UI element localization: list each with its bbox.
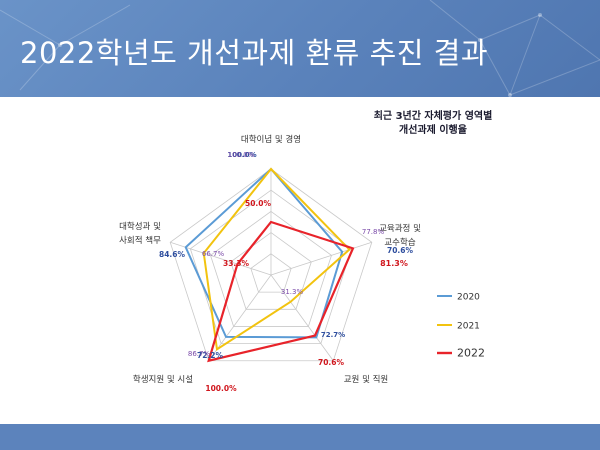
data-label: 77.8% — [362, 228, 385, 236]
data-label: 100.0% — [228, 151, 255, 159]
data-label: 31.3% — [281, 288, 304, 296]
series-line-2022 — [207, 220, 355, 363]
network-pattern — [0, 0, 600, 97]
grid-spoke — [270, 274, 334, 361]
data-label: 72.2% — [197, 351, 224, 360]
slide-title: 2022학년도 개선과제 환류 추진 결과 — [20, 36, 489, 70]
data-label: 66.7% — [202, 250, 225, 258]
data-label: 70.6% — [318, 358, 345, 367]
grid-ring — [210, 210, 332, 327]
data-label: 50.0% — [245, 199, 272, 208]
legend-label-2021: 2021 — [457, 322, 480, 332]
grid-spoke — [270, 241, 372, 276]
slide-header: 2022학년도 개선과제 환류 추진 결과 — [0, 0, 600, 97]
category-label: 대학이념 및 경영 — [241, 134, 301, 145]
data-label: 33.3% — [223, 259, 250, 268]
category-label: 학생지원 및 시설 — [133, 374, 193, 385]
category-label: 사회적 책무 — [119, 235, 161, 246]
series-line-2021 — [202, 167, 351, 352]
legend-label-2020: 2020 — [457, 293, 480, 303]
data-label: 100.0% — [205, 384, 237, 393]
data-label: 84.6% — [159, 250, 186, 259]
data-label: 70.6% — [387, 246, 414, 255]
data-label: 86.7% — [188, 350, 211, 358]
data-label: 72.7% — [321, 331, 345, 339]
data-label: 81.3% — [380, 259, 408, 268]
category-label: 교수학습 — [384, 237, 415, 248]
grid-ring — [169, 168, 373, 362]
series-line-2020 — [184, 167, 344, 339]
data-label: 100.0% — [227, 151, 256, 159]
category-label: 교원 및 직원 — [344, 374, 389, 385]
grid-ring — [250, 253, 292, 293]
category-label: 대학성과 및 — [119, 221, 161, 232]
grid-spoke — [208, 274, 272, 361]
category-label: 교육과정 및 — [379, 223, 421, 234]
legend-label-2022: 2022 — [457, 347, 485, 360]
chart-title-line-1: 최근 3년간 자체평가 영역별 — [373, 111, 493, 122]
slide-footer — [0, 424, 600, 450]
grid-ring — [230, 232, 312, 310]
chart-title-line-2: 개선과제 이행율 — [399, 125, 467, 136]
